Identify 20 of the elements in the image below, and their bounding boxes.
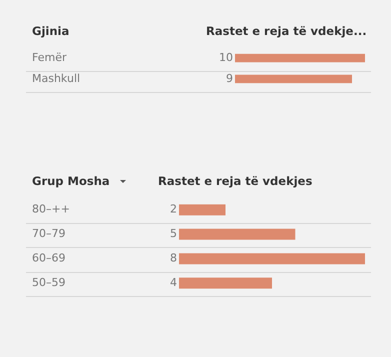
bar [179,228,296,240]
y-tick-label: 70–79 [32,227,66,240]
data-label: 8 [170,252,177,265]
bar [179,278,272,289]
data-label: 5 [170,227,177,240]
data-label: 4 [170,276,177,290]
y-tick-label: Mashkull [32,72,80,85]
y-axis-title: Grup Mosha [32,174,110,188]
y-tick-label: 50–59 [32,276,66,290]
y-axis-title: Gjinia [32,24,70,38]
y-tick-label: Femër [32,50,67,64]
data-label: 9 [226,72,233,85]
data-label: 10 [219,50,233,64]
data-label: 2 [170,202,177,216]
bar [179,253,365,264]
x-axis-title: Rastet e reja të vdekje... [206,24,367,38]
bar [179,204,226,216]
y-tick-label: 80–++ [32,202,70,216]
y-tick-label: 60–69 [32,252,66,265]
x-axis-title: Rastet e reja të vdekjes [158,174,312,188]
